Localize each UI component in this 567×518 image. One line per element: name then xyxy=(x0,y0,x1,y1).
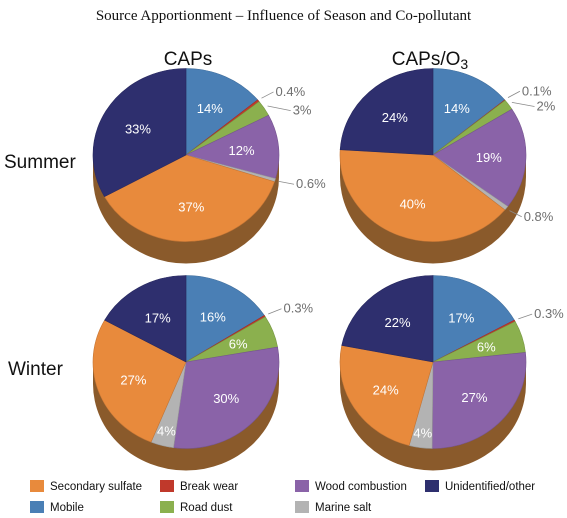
leader-line xyxy=(509,210,522,218)
data-label-wood-combustion: 12% xyxy=(229,143,255,158)
slice-wood-combustion xyxy=(431,352,527,449)
legend: Secondary sulfate Break wear Wood combusti… xyxy=(30,480,535,514)
legend-label: Marine salt xyxy=(315,502,372,514)
pie-depth-side xyxy=(340,362,526,471)
slice-secondary-sulfate xyxy=(104,154,275,242)
legend-swatch xyxy=(30,480,44,492)
legend-item-marine-salt: Marine salt xyxy=(295,501,372,514)
data-label-road-dust: 6% xyxy=(229,337,248,352)
slice-unidentified-other xyxy=(341,275,434,363)
legend-label: Unidentified/other xyxy=(445,481,535,493)
figure-title: Source Apportionment – Influence of Seas… xyxy=(96,8,472,24)
data-label-break-wear: 0.3% xyxy=(283,301,313,316)
data-label-unidentified-other: 22% xyxy=(385,315,411,330)
column-heading-caps: CAPs xyxy=(164,49,213,70)
data-label-mobile: 14% xyxy=(444,101,470,116)
legend-swatch xyxy=(30,501,44,513)
legend-item-mobile: Mobile xyxy=(30,501,84,514)
data-label-road-dust: 6% xyxy=(477,340,496,355)
data-label-break-wear: 0.3% xyxy=(534,306,564,321)
pie-caps-o3-summer: 14% 0.1%2% 19% 0.8% 40% 24% xyxy=(339,68,556,264)
legend-label: Break wear xyxy=(180,481,238,493)
legend-item-unidentified-other: Unidentified/other xyxy=(425,480,535,493)
data-label-secondary-sulfate: 24% xyxy=(373,383,399,398)
data-label-break-wear: 0.4% xyxy=(276,84,306,99)
data-label-road-dust: 3% xyxy=(293,103,312,118)
data-label-mobile: 14% xyxy=(197,101,223,116)
row-heading-summer: Summer xyxy=(4,152,76,173)
data-label-mobile: 16% xyxy=(200,309,226,324)
leader-line xyxy=(518,313,533,320)
legend-item-wood-combustion: Wood combustion xyxy=(295,480,407,493)
data-label-mobile: 17% xyxy=(448,310,474,325)
pie-caps-winter: 16% 0.3% 6% 30% 4% 27% 17% xyxy=(92,275,314,471)
data-label-marine-salt: 0.6% xyxy=(296,176,326,191)
slice-secondary-sulfate xyxy=(92,319,187,443)
data-label-wood-combustion: 19% xyxy=(476,150,502,165)
legend-item-secondary-sulfate: Secondary sulfate xyxy=(30,480,142,493)
data-label-break-wear: 0.1% xyxy=(522,83,552,98)
pie-caps-summer: 14% 0.4% 3% 12% 0.6% 37% 33% xyxy=(92,68,326,264)
slice-wood-combustion xyxy=(173,346,280,449)
data-label-unidentified-other: 24% xyxy=(382,110,408,125)
data-label-marine-salt: 4% xyxy=(413,425,432,440)
slice-secondary-sulfate xyxy=(339,345,434,446)
pie-charts: 14% 0.4% 3% 12% 0.6% 37% 33% 14% 0.1%2% 19% 0.8% 40… xyxy=(92,68,564,471)
data-label-wood-combustion: 30% xyxy=(213,391,239,406)
slice-unidentified-other xyxy=(339,68,434,156)
pie-caps-o3-winter: 17% 0.3% 6% 27% 4% 24% 22% xyxy=(339,275,564,471)
slice-mobile xyxy=(432,68,506,156)
slice-mobile xyxy=(185,68,259,156)
pie-depth-side xyxy=(340,155,526,264)
legend-label: Mobile xyxy=(50,502,84,514)
pie-depth-side xyxy=(93,155,279,264)
data-label-wood-combustion: 27% xyxy=(461,390,487,405)
slice-wood-combustion xyxy=(185,114,280,179)
legend-swatch xyxy=(295,480,309,492)
legend-swatch xyxy=(160,501,174,513)
legend-label: Wood combustion xyxy=(315,481,407,493)
legend-swatch xyxy=(295,501,309,513)
data-label-secondary-sulfate: 40% xyxy=(400,196,426,211)
slice-unidentified-other xyxy=(92,68,187,198)
data-label-unidentified-other: 17% xyxy=(145,310,171,325)
leader-line xyxy=(507,90,521,98)
pie-depth-side xyxy=(93,362,279,471)
leader-line xyxy=(511,101,535,107)
leader-line xyxy=(268,308,282,315)
data-label-road-dust: 2% xyxy=(537,99,556,114)
row-heading-winter: Winter xyxy=(8,359,64,380)
slice-mobile xyxy=(185,275,265,363)
slice-wood-combustion xyxy=(432,108,527,207)
leader-line xyxy=(278,180,295,185)
column-heading-caps-o3: CAPs/O3 xyxy=(392,49,469,72)
leader-line xyxy=(267,105,291,112)
legend-item-break-wear: Break wear xyxy=(160,480,238,493)
leader-line xyxy=(261,91,274,99)
data-label-secondary-sulfate: 37% xyxy=(178,200,204,215)
data-label-marine-salt: 0.8% xyxy=(524,209,554,224)
data-label-unidentified-other: 33% xyxy=(125,122,151,137)
slice-unidentified-other xyxy=(104,275,187,363)
slice-secondary-sulfate xyxy=(339,149,506,242)
legend-item-road-dust: Road dust xyxy=(160,501,233,514)
slice-mobile xyxy=(432,275,515,363)
legend-swatch xyxy=(425,480,439,492)
legend-label: Road dust xyxy=(180,502,233,514)
data-label-marine-salt: 4% xyxy=(157,424,176,439)
legend-swatch xyxy=(160,480,174,492)
data-label-secondary-sulfate: 27% xyxy=(120,372,146,387)
legend-label: Secondary sulfate xyxy=(50,481,142,493)
